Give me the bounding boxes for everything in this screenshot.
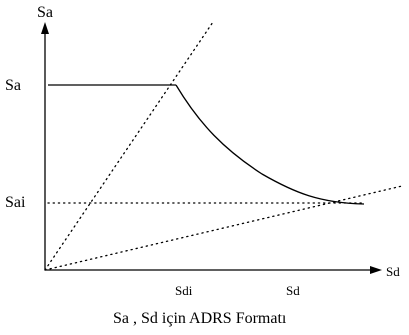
y-tick-label-sai: Sai [5,194,26,211]
diagram-caption: Sa , Sd için ADRS Formatı [113,310,287,327]
radial-line-steep [44,21,214,271]
y-tick-label-sa: Sa [5,77,21,94]
x-axis-arrow-icon [370,266,382,274]
y-axis-arrow-icon [41,22,49,34]
y-axis-label: Sa [37,4,53,21]
x-tick-label-sdi: Sdi [175,283,193,298]
x-axis-label: Sd [386,264,400,279]
radial-line-shallow [44,185,403,271]
x-tick-label-sd: Sd [286,283,300,298]
spectrum-decay-curve [175,84,365,205]
